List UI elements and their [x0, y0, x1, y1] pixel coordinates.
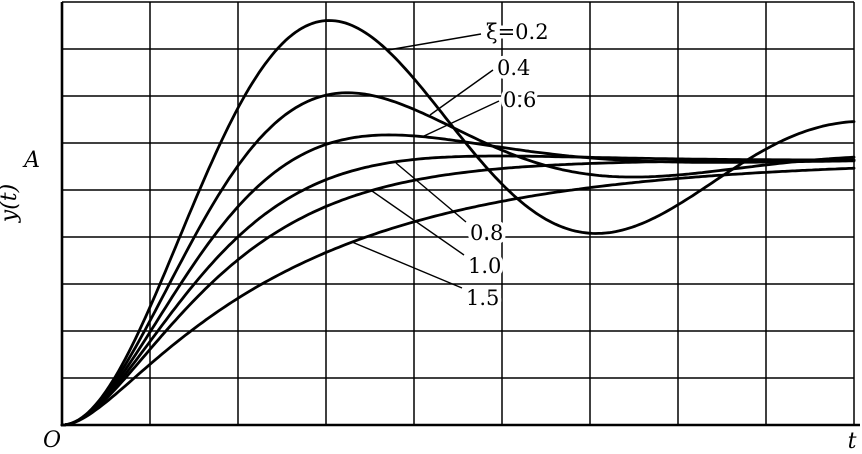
- curve-label: 0.8: [470, 221, 503, 245]
- label-leader-line: [395, 162, 467, 223]
- curve-xi-1: [60, 158, 856, 427]
- label-leader-line: [429, 69, 494, 116]
- curve-label: 1.0: [468, 254, 501, 278]
- y-axis-label: y(t): [0, 184, 22, 223]
- curve-xi-0.8: [60, 154, 856, 427]
- curve-label-halo: 0.6: [503, 88, 536, 112]
- curve-xi-0.6: [60, 133, 856, 427]
- label-leader-line: [351, 241, 463, 289]
- curve-label-halo: 1.5: [466, 286, 499, 310]
- curve-label-halo: 0.4: [497, 56, 530, 80]
- curve-label-halo: ξ=0.2: [486, 20, 549, 44]
- x-axis-label: t: [848, 429, 857, 454]
- curve-label: ξ=0.2: [486, 20, 549, 44]
- curve-xi-0.4: [60, 91, 856, 427]
- label-leader-line: [423, 100, 500, 137]
- steady-state-label: A: [22, 148, 40, 173]
- curve-label-halo: 0.8: [470, 221, 503, 245]
- curve-label: 1.5: [466, 286, 499, 310]
- curve-xi-0.2: [60, 19, 856, 427]
- curve-xi-1.5: [60, 166, 856, 427]
- label-leader-line: [387, 33, 482, 51]
- curve-label: 0.4: [497, 56, 530, 80]
- curve-labels: ξ=0.2ξ=0.20.40.40.60.60.80.81.01.01.51.5: [351, 17, 552, 314]
- curves: [60, 19, 856, 427]
- label-leader-line: [371, 190, 465, 256]
- curve-label-halo: 1.0: [468, 254, 501, 278]
- origin-label: O: [43, 428, 61, 453]
- curve-label: 0.6: [503, 88, 536, 112]
- grid: [60, 1, 860, 427]
